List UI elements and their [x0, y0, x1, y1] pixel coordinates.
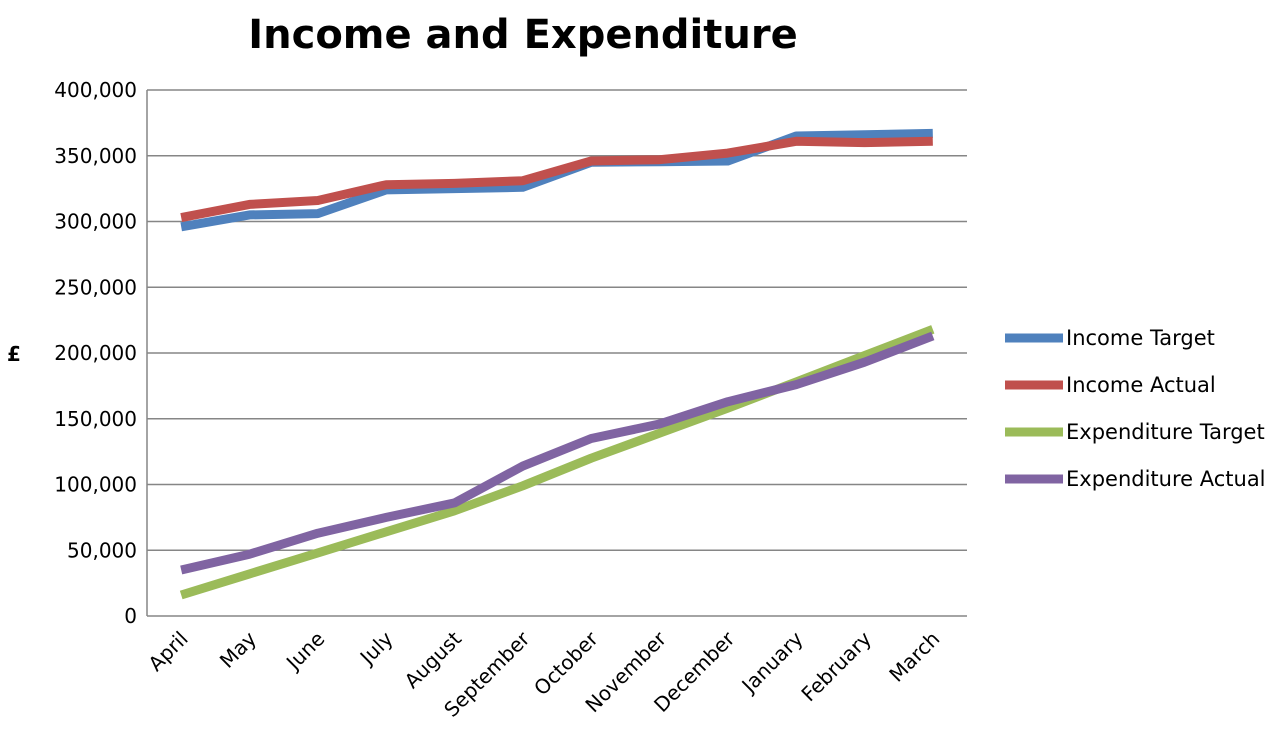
y-tick-label: 350,000: [54, 144, 137, 168]
y-tick-label: 300,000: [54, 210, 137, 234]
x-axis-ticks: April May June July AugustSeptemberOctoberNo…: [143, 626, 944, 722]
legend-label: Income Actual: [1066, 373, 1216, 397]
x-tick-label: May: [215, 626, 261, 672]
y-tick-label: 250,000: [54, 275, 137, 299]
series-line-1: [180, 136, 933, 223]
x-tick-label: February: [796, 626, 876, 706]
y-axis-ticks: 0 50,000 100,000 150,000 200,000 250,000 300,0…: [54, 78, 137, 628]
series-line-0: [180, 128, 933, 232]
x-tick-label: August: [400, 626, 467, 693]
y-tick-label: 0: [124, 604, 137, 628]
x-tick-label: April: [143, 627, 192, 676]
chart-title: Income and Expenditure: [248, 12, 797, 58]
legend-label: Expenditure Actual: [1066, 467, 1266, 491]
legend: Income Target Income Actual Expenditure Ta…: [1005, 326, 1266, 491]
series-lines: [179, 128, 935, 600]
series-line-3: [180, 331, 935, 575]
y-tick-label: 150,000: [54, 407, 137, 431]
legend-label: Expenditure Target: [1066, 420, 1265, 444]
y-tick-label: 400,000: [54, 78, 137, 102]
y-tick-label: 100,000: [54, 473, 137, 497]
y-tick-label: 50,000: [67, 538, 137, 562]
legend-label: Income Target: [1066, 326, 1215, 350]
x-tick-label: March: [884, 627, 944, 687]
y-tick-label: 200,000: [54, 341, 137, 365]
gridlines: [146, 89, 967, 617]
x-tick-label: June: [280, 627, 329, 676]
y-axis-label: £: [7, 342, 21, 366]
series-line-2: [179, 325, 935, 600]
x-tick-label: July: [354, 626, 398, 670]
